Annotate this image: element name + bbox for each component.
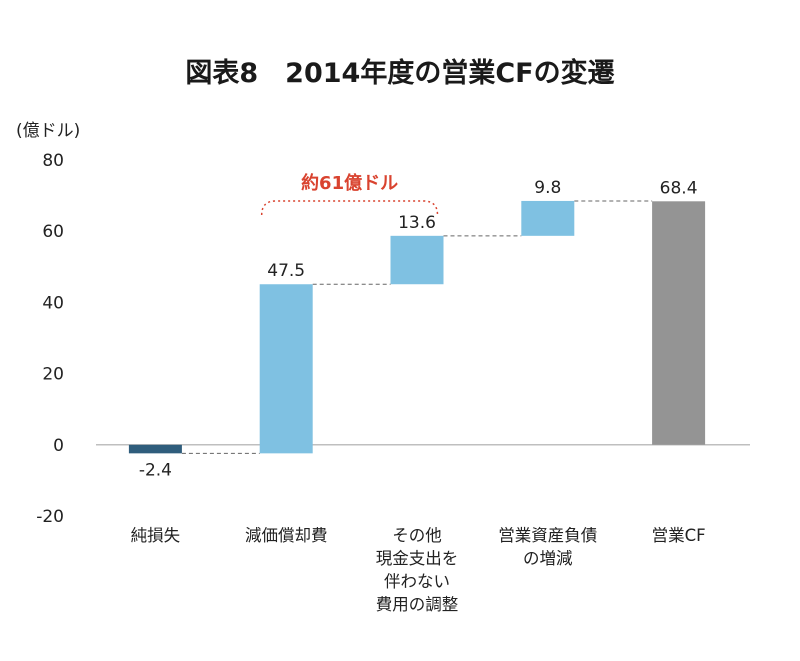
bar (259, 284, 313, 454)
y-tick-label: 60 (42, 222, 64, 242)
annotation-label: 約61億ドル (301, 172, 398, 194)
bars (128, 200, 706, 454)
chart-title: 図表8 2014年度の営業CFの変遷 (185, 57, 614, 89)
y-tick-label: 80 (42, 151, 64, 171)
data-label: 68.4 (660, 178, 698, 198)
category-label: その他現金支出を伴わない費用の調整 (376, 526, 459, 614)
y-tick-label: 0 (53, 436, 64, 456)
data-label: 9.8 (534, 178, 561, 198)
annotation-bracket (260, 200, 439, 216)
category-label: 純損失 (131, 526, 181, 545)
data-label: 13.6 (398, 213, 436, 233)
y-tick-label: -20 (36, 507, 64, 527)
y-tick-label: 40 (42, 293, 64, 313)
data-label: 47.5 (267, 261, 305, 281)
category-label: 営業CF (652, 526, 706, 545)
bar (128, 444, 182, 454)
annotation: 約61億ドル (260, 172, 439, 216)
bar (390, 235, 444, 285)
bar (521, 200, 575, 236)
bar (652, 201, 706, 445)
category-label: 営業資産負債の増減 (498, 526, 597, 568)
data-labels: -2.4 47.5 13.6 9.8 68.4 (139, 178, 698, 480)
y-tick-label: 20 (42, 365, 64, 385)
y-axis-unit-label: (億ドル) (16, 121, 80, 141)
data-label: -2.4 (139, 460, 172, 480)
connector-lines (181, 200, 653, 454)
category-label: 減価償却費 (245, 526, 328, 545)
y-axis-ticks: 80 60 40 20 0 -20 (36, 151, 64, 527)
